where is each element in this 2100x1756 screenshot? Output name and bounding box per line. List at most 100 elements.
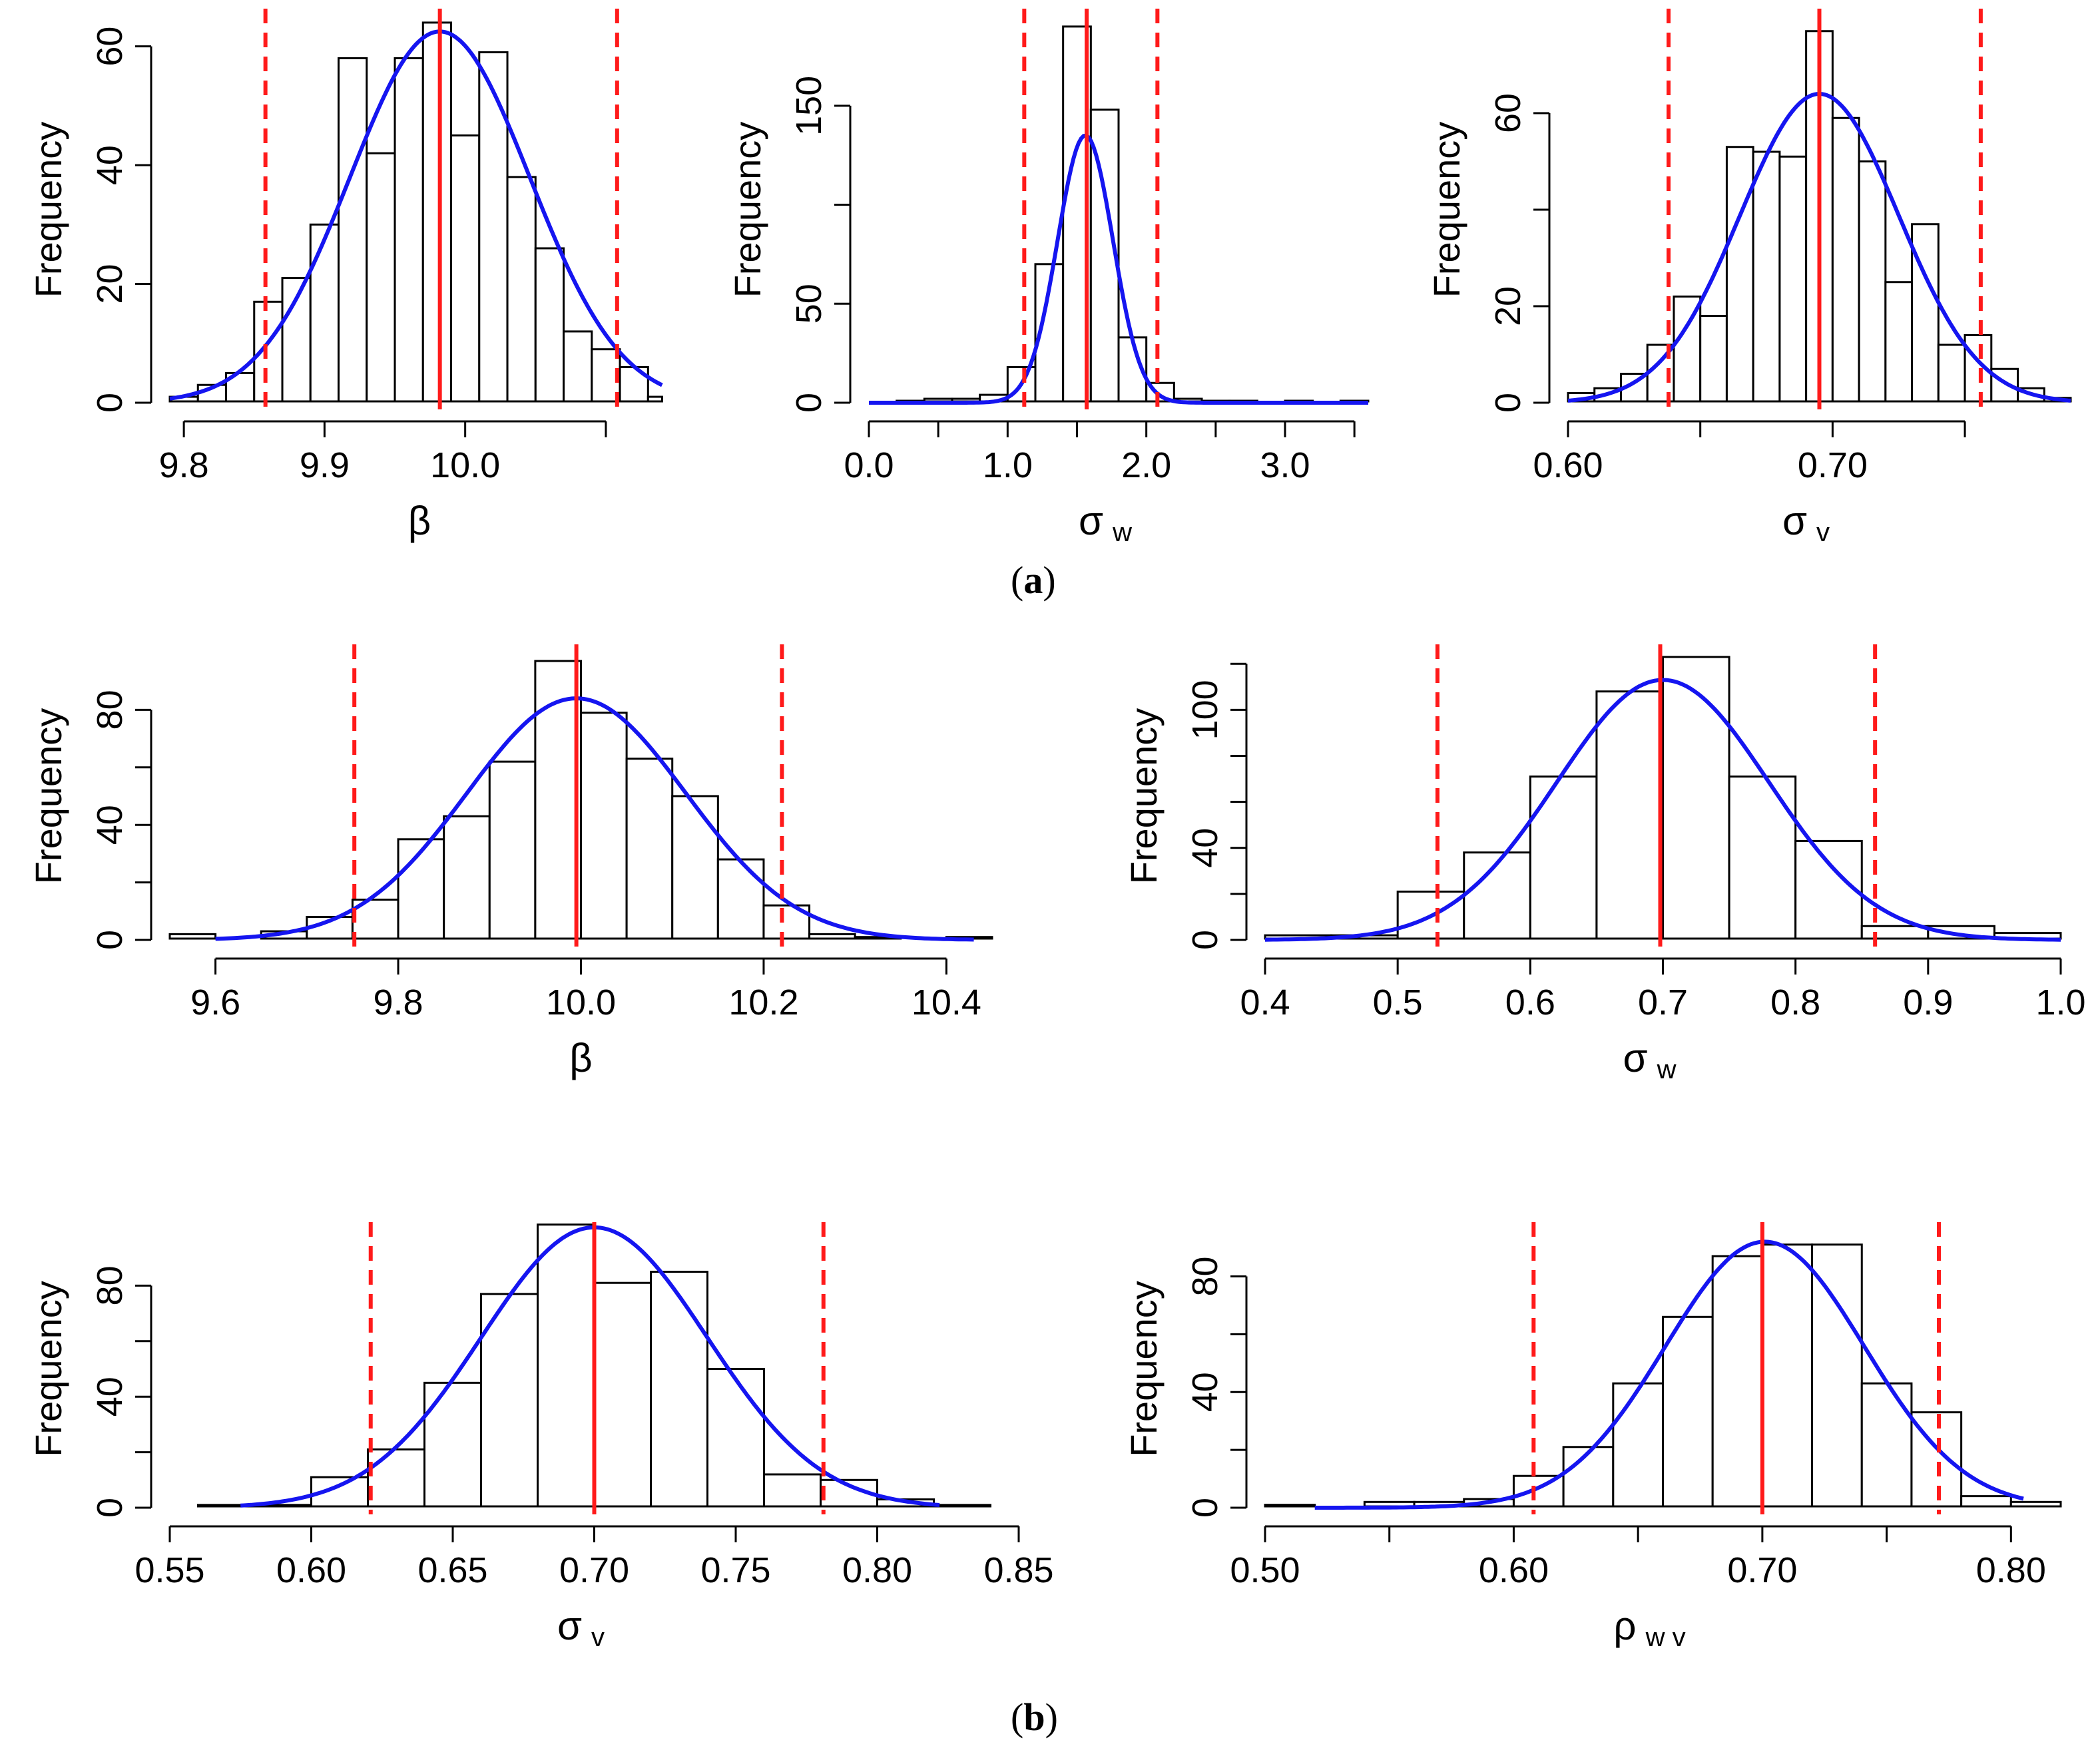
x-tick-label: 0.65 xyxy=(417,1550,487,1590)
y-tick-label: 40 xyxy=(90,1377,130,1417)
x-tick-label: 0.60 xyxy=(1479,1550,1549,1590)
y-tick-label: 60 xyxy=(90,27,130,67)
x-tick-label: 0.70 xyxy=(1727,1550,1797,1590)
y-tick-label: 80 xyxy=(90,690,130,730)
histogram-bar xyxy=(1910,1411,1963,1508)
panel-label-b-open: ( xyxy=(1011,1695,1024,1739)
x-tick-label: 3.0 xyxy=(1260,445,1310,485)
histogram-bar xyxy=(397,838,445,940)
x-tick-label: 10.4 xyxy=(912,983,981,1022)
histogram-bar xyxy=(168,933,217,940)
histogram-bar xyxy=(338,57,368,403)
x-axis-label-symbol: σ xyxy=(1079,499,1103,543)
histogram-bar xyxy=(366,152,396,403)
density-curve xyxy=(1314,1239,2024,1510)
y-axis-label: Frequency xyxy=(1123,708,1165,885)
histogram-bar xyxy=(394,57,424,403)
histogram-bar xyxy=(808,933,856,940)
y-tick-label: 0 xyxy=(1185,1498,1225,1518)
y-axis-label: Frequency xyxy=(1123,1281,1165,1457)
x-axis-label-symbol: σ xyxy=(557,1604,582,1648)
x-axis-label: β xyxy=(408,499,431,543)
x-tick-label: 1.0 xyxy=(983,445,1033,485)
x-tick-label: 0.0 xyxy=(844,445,894,485)
y-tick-label: 0 xyxy=(90,930,130,950)
y-tick-label: 20 xyxy=(90,264,130,304)
histogram-bar xyxy=(563,330,593,403)
histogram-bar xyxy=(593,1281,652,1508)
density-curve xyxy=(869,133,1368,405)
histogram-bar xyxy=(763,1473,822,1508)
histogram-bar xyxy=(1860,1382,1913,1508)
x-tick-label: 9.8 xyxy=(374,983,423,1022)
y-axis-label: Frequency xyxy=(726,122,768,298)
histogram-bar xyxy=(1662,1315,1714,1508)
y-tick-label: 40 xyxy=(1185,828,1225,868)
histogram-bar xyxy=(1725,146,1754,403)
x-tick-label: 0.80 xyxy=(1976,1550,2046,1590)
x-tick-label: 0.80 xyxy=(842,1550,912,1590)
x-tick-label: 0.60 xyxy=(1533,445,1603,485)
histogram-bar xyxy=(625,758,674,940)
x-tick-label: 10.0 xyxy=(546,983,616,1022)
histogram-bar xyxy=(1860,925,1930,940)
x-tick-label: 2.0 xyxy=(1121,445,1171,485)
y-axis-label: Frequency xyxy=(27,122,69,298)
x-tick-label: 9.8 xyxy=(159,445,209,485)
x-axis-label-symbol: ρ xyxy=(1613,1604,1636,1648)
chart-b3: 0.55 0.60 0.65 0.70 0.75 0.80 0.85 0 40 80 Frequen… xyxy=(27,1222,1054,1652)
chart-b2: 0.4 0.5 0.6 0.7 0.8 0.9 1.0 0 40 100 Frequency σ w xyxy=(1123,644,2086,1084)
density-curve xyxy=(215,696,974,942)
density-curve xyxy=(1264,678,2061,942)
density-curve xyxy=(169,29,663,401)
panel-label-a-open: ( xyxy=(1011,558,1024,602)
chart-b1: 9.6 9.8 10.0 10.2 10.4 0 40 80 Frequency β xyxy=(27,644,993,1080)
histogram-bar xyxy=(421,21,453,403)
histogram-bar xyxy=(537,1223,595,1508)
y-tick-label: 0 xyxy=(90,393,130,413)
chart-a2: 0.0 1.0 2.0 3.0 0 50 150 Frequency σ w xyxy=(726,9,1370,547)
x-tick-label: 10.0 xyxy=(430,445,500,485)
histogram-bar xyxy=(716,858,765,940)
histogram-bar xyxy=(443,815,491,940)
x-axis-label-subscript: v xyxy=(1816,518,1830,547)
x-tick-label: 0.70 xyxy=(1798,445,1868,485)
x-axis-label-symbol: β xyxy=(408,499,431,543)
y-tick-label: 100 xyxy=(1185,680,1225,740)
histogram-bar xyxy=(580,712,628,940)
y-tick-label: 80 xyxy=(90,1265,130,1305)
x-axis-label-subscript: v xyxy=(591,1623,605,1652)
histogram-bar xyxy=(1529,775,1598,940)
histogram-bar xyxy=(650,1271,708,1508)
y-tick-label: 50 xyxy=(789,284,829,324)
x-tick-label: 0.75 xyxy=(700,1550,770,1590)
histogram-bar xyxy=(1858,160,1887,403)
histogram-bar xyxy=(1662,656,1730,940)
histogram-bar xyxy=(309,223,340,403)
x-tick-label: 0.8 xyxy=(1770,983,1820,1022)
panel-label-a-close: ) xyxy=(1043,558,1056,602)
histogram-bar xyxy=(367,1448,425,1508)
y-tick-label: 40 xyxy=(1185,1372,1225,1412)
histogram-bar xyxy=(1761,1243,1814,1508)
x-tick-label: 10.2 xyxy=(728,983,798,1022)
histogram-bar xyxy=(1937,343,1966,403)
histogram-bar xyxy=(1831,116,1860,403)
x-tick-label: 0.55 xyxy=(134,1550,204,1590)
x-tick-label: 9.9 xyxy=(300,445,350,485)
histogram-bar xyxy=(478,51,509,403)
x-tick-label: 0.4 xyxy=(1240,983,1290,1022)
histogram-bar xyxy=(1752,150,1781,403)
x-tick-label: 0.70 xyxy=(559,1550,629,1590)
y-tick-label: 150 xyxy=(789,76,829,136)
y-tick-label: 20 xyxy=(1488,286,1528,326)
x-axis-label-subscript: w xyxy=(1112,518,1132,547)
chart-b4: 0.50 0.60 0.70 0.80 0 40 80 Frequency ρ w v xyxy=(1123,1222,2062,1652)
x-tick-label: 0.6 xyxy=(1505,983,1555,1022)
x-tick-label: 1.0 xyxy=(2035,983,2085,1022)
